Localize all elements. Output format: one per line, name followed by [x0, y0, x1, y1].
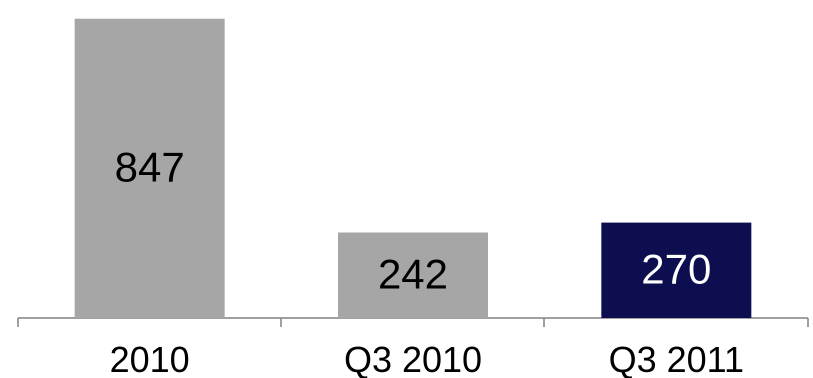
data-label-2010: 847: [115, 143, 185, 190]
x-tick-label-q3-2011: Q3 2011: [609, 339, 744, 378]
data-label-q3-2011: 270: [641, 245, 711, 292]
x-tick-label-q3-2010: Q3 2010: [344, 339, 482, 378]
bar-q3-2010: [338, 232, 488, 318]
bar-group-q3-2010: 242 Q3 2010: [338, 232, 488, 378]
x-tick-label-2010: 2010: [110, 339, 190, 378]
data-label-q3-2010: 242: [378, 250, 448, 297]
bar-2010: [74, 18, 225, 319]
bar-q3-2011: [601, 222, 752, 318]
bar-group-2010: 847 2010: [74, 18, 225, 378]
bar-group-q3-2011: 270 Q3 2011: [601, 222, 752, 378]
